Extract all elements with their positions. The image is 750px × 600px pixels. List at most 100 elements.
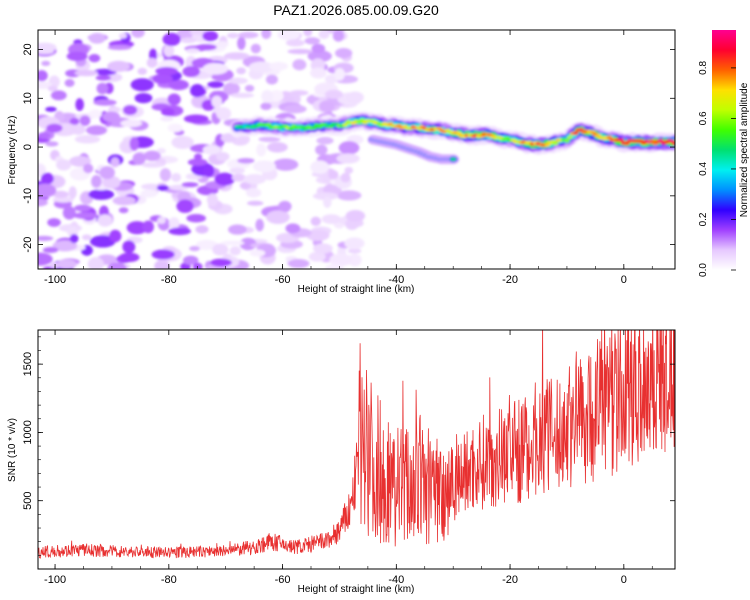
noise-blob xyxy=(47,85,58,92)
noise-blob xyxy=(243,173,266,185)
noise-blob xyxy=(118,207,129,214)
noise-blob xyxy=(202,62,229,75)
noise-blob xyxy=(189,245,200,252)
noise-blob xyxy=(171,135,194,149)
noise-blob xyxy=(46,123,63,133)
noise-blob xyxy=(56,159,72,171)
noise-blob xyxy=(52,196,74,203)
noise-blob xyxy=(181,182,199,188)
noise-blob xyxy=(344,166,354,174)
noise-blob xyxy=(38,183,57,198)
secondary-blob xyxy=(450,157,457,161)
noise-blob xyxy=(309,67,327,79)
snr-ytick-label: 1500 xyxy=(22,352,34,376)
noise-blob xyxy=(74,204,92,212)
noise-blob xyxy=(347,248,362,254)
noise-blob xyxy=(69,234,79,244)
spectrogram-signal-track xyxy=(230,111,675,165)
snr-xlabel: Height of straight line (km) xyxy=(298,584,415,595)
snr-xtick-label: -80 xyxy=(161,574,177,586)
noise-blob xyxy=(88,53,101,63)
noise-blob xyxy=(260,102,272,111)
spectrogram-ytick-label: -10 xyxy=(22,188,34,204)
noise-blob xyxy=(335,47,353,59)
noise-blob xyxy=(146,57,158,68)
noise-blob xyxy=(285,39,305,47)
noise-blob xyxy=(334,67,345,81)
noise-blob xyxy=(321,214,341,224)
noise-blob xyxy=(239,181,251,190)
noise-blob xyxy=(87,257,105,269)
colorbar-tick-label: 0.8 xyxy=(698,61,709,75)
noise-blob xyxy=(42,247,59,254)
noise-blob xyxy=(151,249,175,260)
noise-blob xyxy=(261,30,272,39)
noise-blob xyxy=(194,153,203,161)
signal-blob xyxy=(288,126,295,131)
noise-blob xyxy=(152,73,173,85)
noise-blob xyxy=(162,32,181,46)
noise-blob xyxy=(89,235,116,248)
noise-blob xyxy=(237,157,255,164)
noise-blob xyxy=(38,42,57,53)
snr-ytick-label: 500 xyxy=(22,492,34,510)
noise-blob xyxy=(74,135,101,144)
noise-blob xyxy=(126,221,148,235)
noise-blob xyxy=(168,217,180,229)
noise-blob xyxy=(134,93,153,104)
noise-blob xyxy=(306,229,330,241)
noise-blob xyxy=(202,144,222,155)
noise-blob xyxy=(244,84,255,92)
noise-blob xyxy=(206,193,218,207)
noise-blob xyxy=(224,52,250,60)
colorbar-tick-label: 0.4 xyxy=(698,162,709,176)
spectrogram-xtick-label: -80 xyxy=(161,274,177,286)
noise-blob xyxy=(180,37,197,44)
noise-blob xyxy=(64,79,75,87)
signal-blob xyxy=(566,135,573,140)
noise-blob xyxy=(292,59,307,71)
noise-blob xyxy=(52,190,69,198)
signal-blob xyxy=(572,131,579,136)
noise-blob xyxy=(154,259,170,269)
noise-blob xyxy=(202,30,219,42)
noise-blob xyxy=(183,114,209,124)
noise-blob xyxy=(107,60,130,72)
noise-blob xyxy=(38,163,47,177)
noise-blob xyxy=(185,48,200,54)
noise-blob xyxy=(118,33,128,39)
noise-blob xyxy=(112,195,136,206)
noise-blob xyxy=(130,78,154,92)
noise-blob xyxy=(248,61,274,73)
noise-blob xyxy=(228,77,248,85)
noise-blob xyxy=(250,43,261,54)
snr-panel: -100 -80 -60 -40 -20 0 500 1000 1500 Height of s… xyxy=(7,329,676,595)
spectrogram-ytick-label: -20 xyxy=(22,237,34,253)
snr-xtick-label: -20 xyxy=(502,574,518,586)
noise-blob xyxy=(73,212,98,219)
noise-blob xyxy=(122,105,138,116)
signal-blob xyxy=(310,126,317,130)
noise-blob xyxy=(88,109,102,119)
noise-blob xyxy=(131,30,145,38)
noise-blob xyxy=(66,51,88,61)
noise-blob xyxy=(88,189,115,200)
noise-blob xyxy=(311,43,326,54)
noise-blob xyxy=(107,44,132,50)
colorbar-tick-label: 0.2 xyxy=(698,212,709,226)
noise-blob xyxy=(38,70,48,82)
noise-blob xyxy=(120,119,143,128)
noise-blob xyxy=(285,223,301,234)
signal-blob xyxy=(552,141,559,146)
noise-blob xyxy=(336,190,362,201)
noise-blob xyxy=(85,125,108,136)
chart-title: PAZ1.2026.085.00.09.G20 xyxy=(273,2,439,18)
noise-blob xyxy=(38,252,53,266)
noise-blob xyxy=(220,240,245,246)
noise-blob xyxy=(329,253,353,267)
noise-blob xyxy=(140,189,158,198)
snr-xtick-label: -40 xyxy=(388,574,404,586)
noise-blob xyxy=(50,90,67,101)
noise-blob xyxy=(318,100,335,113)
noise-blob xyxy=(229,167,245,174)
